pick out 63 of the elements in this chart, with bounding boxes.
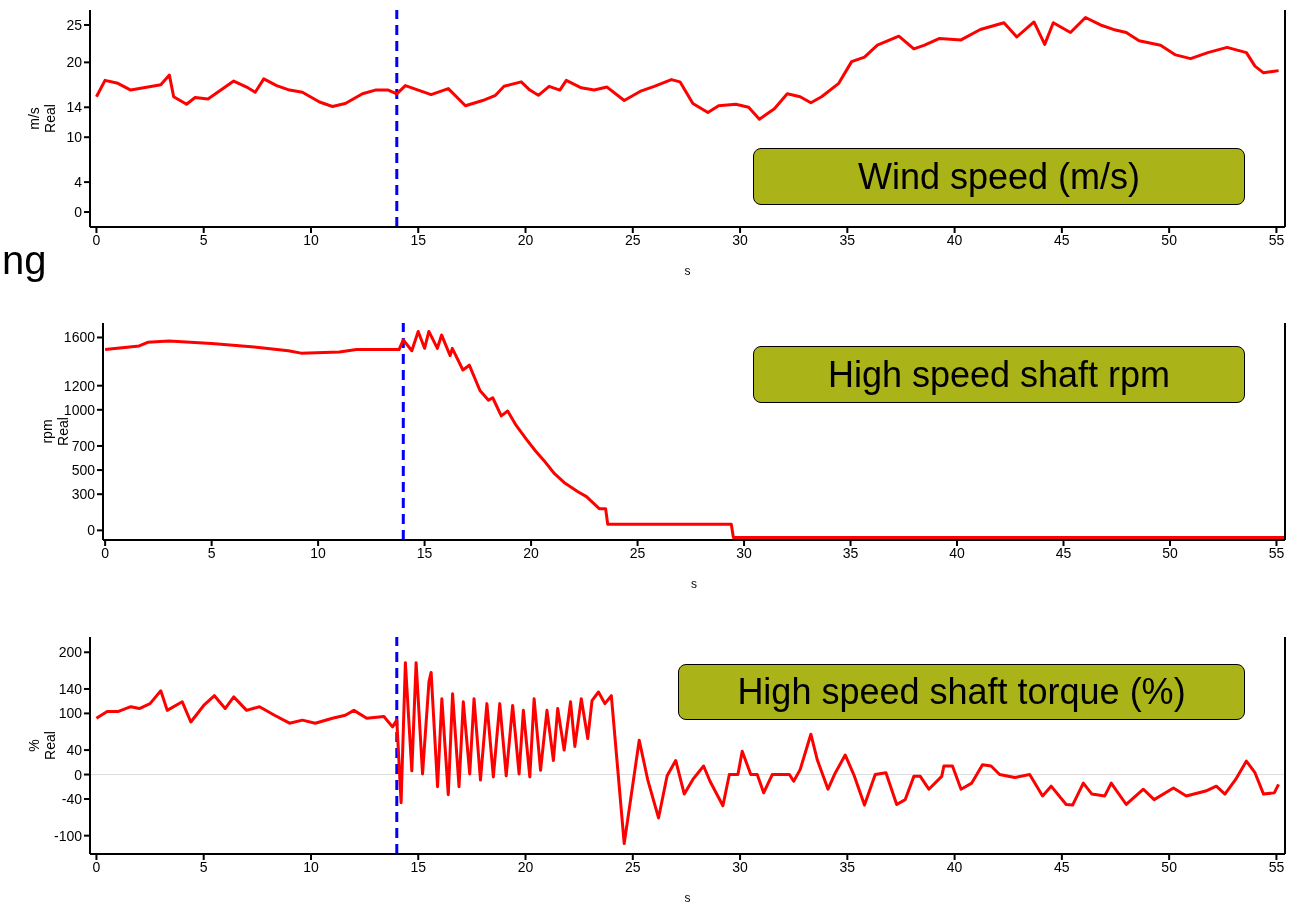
x-tick-label: 5	[207, 544, 216, 561]
x-tick-label: 40	[946, 231, 963, 248]
x-tick-label: 25	[625, 858, 641, 875]
x-tick-label: 40	[949, 544, 966, 561]
y-axis-title: m/s Real	[26, 104, 58, 133]
y-tick-label: 1200	[63, 377, 96, 394]
x-tick-label: 35	[839, 231, 856, 248]
y-tick-label: 200	[58, 644, 83, 661]
x-tick-label: 40	[946, 858, 963, 875]
x-tick-label: 55	[1268, 858, 1285, 875]
x-tick-label: 10	[310, 544, 327, 561]
text: ng	[2, 238, 47, 283]
y-tick-label: 100	[58, 705, 83, 722]
x-tick-label: 55	[1268, 544, 1285, 561]
y-tick-label: 0	[74, 766, 83, 783]
y-tick-label: 0	[74, 204, 83, 220]
x-tick-label: 30	[732, 858, 749, 875]
x-tick-label: 45	[1054, 231, 1070, 248]
line-series	[94, 661, 1281, 846]
x-tick-label: 15	[410, 858, 427, 875]
y-tick-label: 4	[74, 174, 83, 191]
x-tick-label: 20	[517, 858, 534, 875]
y-axis-title: rpm Real	[39, 417, 71, 446]
x-tick-label: 5	[199, 858, 208, 875]
x-tick-label: 10	[303, 231, 319, 248]
x-tick-label: 35	[842, 544, 859, 561]
y-tick-label: 700	[71, 437, 96, 454]
line-series	[94, 15, 1281, 121]
y-tick-label: 500	[71, 462, 96, 479]
y-axis-title: % Real	[26, 731, 58, 760]
x-tick-label: 50	[1162, 544, 1178, 561]
y-tick-label: 14	[66, 99, 83, 116]
y-tick-label: 0	[87, 522, 96, 539]
x-tick-label: 55	[1268, 231, 1285, 248]
x-tick-label: 10	[303, 858, 319, 875]
x-tick-label: 15	[410, 231, 427, 248]
x-tick-label: 50	[1161, 858, 1178, 875]
y-tick-label: -100	[53, 827, 83, 844]
y-tick-label: 140	[58, 680, 83, 697]
x-tick-label: 15	[416, 544, 433, 561]
x-tick-label: 30	[732, 231, 749, 248]
y-tick-label: 1000	[63, 401, 96, 418]
x-tick-label: 20	[523, 544, 540, 561]
x-tick-label: 50	[1161, 231, 1178, 248]
x-tick-label: 45	[1054, 858, 1070, 875]
y-tick-label: 25	[66, 16, 83, 33]
x-tick-label: 0	[101, 544, 110, 561]
x-tick-label: 20	[517, 231, 534, 248]
y-tick-label: 20	[66, 54, 83, 71]
y-tick-label: 1600	[63, 329, 96, 346]
x-tick-label: 30	[736, 544, 753, 561]
y-tick-label: -40	[61, 790, 83, 807]
x-tick-label: 5	[199, 231, 208, 248]
y-tick-label: 10	[66, 129, 83, 146]
y-tick-label: 300	[71, 486, 96, 503]
x-axis-title: s	[691, 577, 697, 591]
x-tick-label: 25	[625, 231, 641, 248]
x-tick-label: 25	[629, 544, 646, 561]
y-tick-label: 40	[66, 742, 83, 759]
x-axis-title: s	[684, 891, 691, 903]
x-tick-label: 35	[839, 858, 856, 875]
x-tick-label: 45	[1055, 544, 1072, 561]
x-axis-title: s	[684, 264, 691, 278]
